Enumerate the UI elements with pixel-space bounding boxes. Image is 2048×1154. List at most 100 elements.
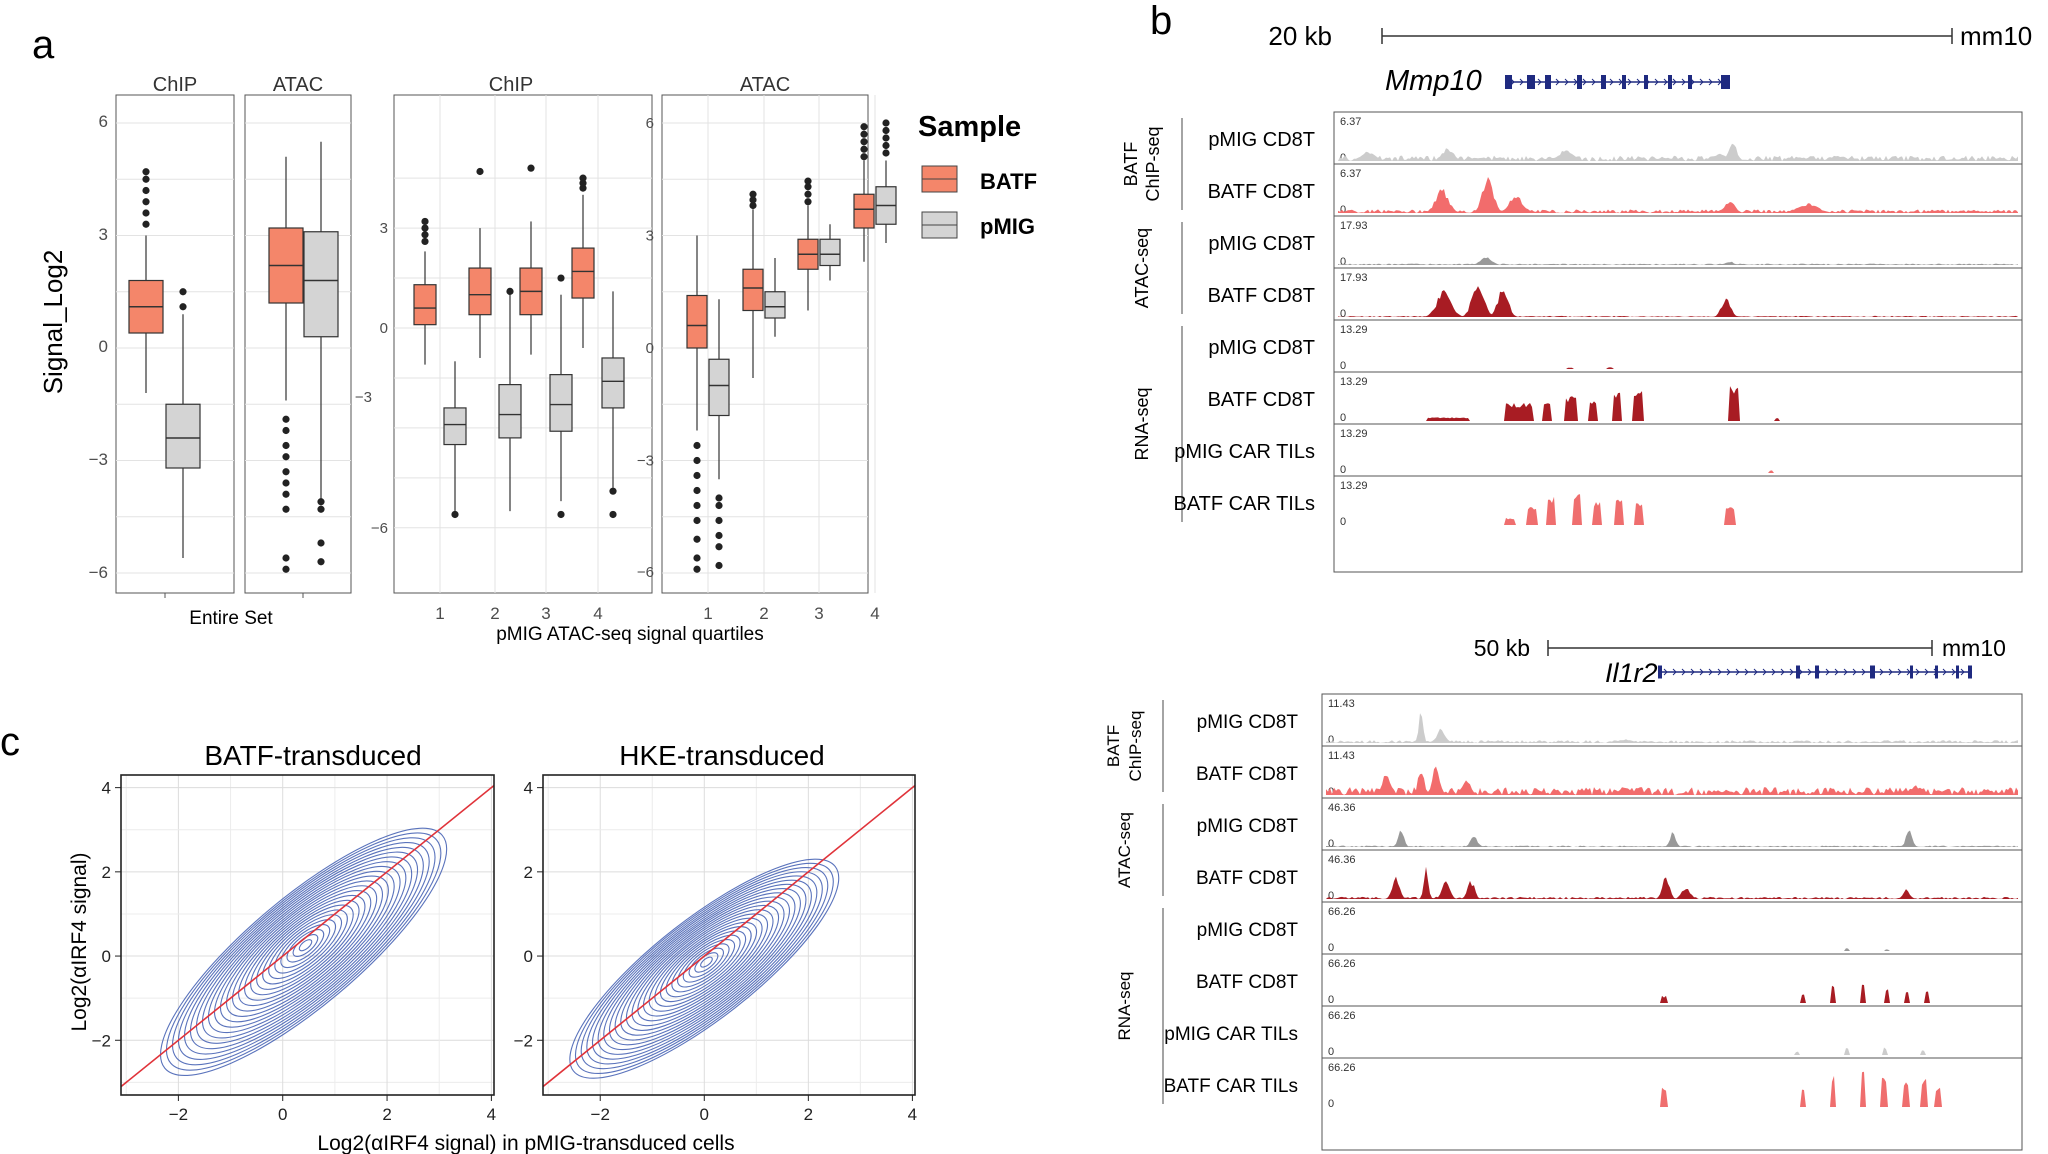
box-outlier [749, 201, 757, 210]
box-chip-pmig-q1 [443, 361, 467, 519]
box-outlier [282, 468, 290, 476]
box-chip-batf-q1 [413, 217, 437, 365]
gene-exon [1601, 75, 1606, 89]
track-name-2-3: BATF CAR TILs [1164, 1076, 1298, 1097]
gene-strand-arrow [1699, 668, 1704, 676]
box-iqr [764, 291, 786, 319]
density-contour [677, 939, 736, 988]
density-contour [654, 921, 758, 1007]
box-outlier [693, 565, 701, 573]
identity-line [543, 784, 915, 1088]
contour-title-batf: BATF-transduced [204, 740, 421, 771]
gene-exon [1815, 665, 1819, 679]
signal-track-0-0 [1338, 143, 2018, 161]
density-contour [608, 888, 801, 1046]
xtick-label-atac-q3: 3 [814, 604, 823, 623]
density-contour [586, 871, 823, 1065]
gene-strand-arrow [1627, 78, 1632, 86]
density-contour [201, 861, 407, 1039]
track-name-1-1: BATF CD8T [1208, 285, 1315, 307]
panel-b: 20 kb mm10 Mmp10 50 kb mm10 Il1r2 BATF Ch… [1104, 21, 2032, 1151]
track-min-label: 0 [1328, 1098, 1334, 1110]
density-contour [226, 880, 384, 1017]
density-contour [700, 956, 713, 968]
box-outlier [693, 471, 701, 480]
box-outlier [693, 486, 701, 495]
facet-atac-right: ATAC [740, 74, 790, 96]
track-max-label: 17.93 [1340, 220, 1368, 232]
xtick-label: −2 [591, 1105, 610, 1124]
density-contour [268, 914, 342, 980]
ytick-label: 2 [102, 863, 111, 882]
box-iqr [601, 357, 625, 409]
signal-track-1-1 [1326, 866, 2018, 899]
box-outlier [693, 501, 701, 510]
box-outlier [715, 501, 723, 510]
density-contour [244, 894, 366, 1001]
density-contour [171, 837, 436, 1066]
track-name-0-1: BATF CD8T [1208, 181, 1315, 203]
density-contour [574, 862, 834, 1075]
box-outlier [142, 175, 150, 183]
track-min-label: 0 [1328, 942, 1334, 954]
box-outlier [527, 164, 535, 172]
box-outlier [142, 168, 150, 176]
gene-exon [1935, 665, 1938, 679]
panel-a-ylabel: Signal_Log2 [38, 250, 68, 395]
gene-model-il1r2 [1658, 665, 1972, 679]
density-contour [298, 939, 313, 952]
density-contour [580, 867, 829, 1070]
gene-strand-arrow [1951, 668, 1956, 676]
gene-strand-arrow [1726, 668, 1731, 676]
ytick-atac-right: 6 [646, 115, 654, 132]
ytick-label: 4 [524, 779, 533, 798]
track-min-label: 0 [1340, 360, 1346, 372]
box-chip-batf-entire [128, 168, 164, 393]
box-chip-pmig-q4 [601, 291, 625, 519]
track-name-2-1: BATF CD8T [1196, 972, 1298, 993]
ytick-left-0: 0 [99, 337, 108, 356]
xtick-label: 4 [908, 1105, 917, 1124]
density-contour [238, 890, 372, 1007]
gene-strand-arrow [1861, 668, 1866, 676]
density-contour [219, 875, 389, 1023]
signal-track-2-0 [1326, 948, 2018, 951]
track-max-label: 6.37 [1340, 116, 1361, 128]
track-max-label: 11.43 [1328, 698, 1355, 710]
box-outlier [142, 220, 150, 228]
box-atac-pmig-q2 [764, 258, 786, 337]
box-outlier [693, 535, 701, 543]
box-outlier [451, 510, 459, 519]
box-outlier [282, 426, 290, 435]
group-label-0-line-1: ChIP-seq [1126, 711, 1145, 782]
box-outlier [860, 153, 868, 161]
box-outlier [882, 134, 890, 142]
density-contour [671, 934, 741, 993]
gene-strand-arrow [1735, 668, 1740, 676]
density-contour [659, 926, 752, 1003]
gene-exon [1870, 665, 1875, 679]
density-contour [177, 841, 430, 1060]
ytick-label: 0 [102, 947, 111, 966]
box-outlier [282, 479, 290, 487]
gene-exon [1658, 665, 1662, 679]
track-name-2-0: pMIG CD8T [1197, 920, 1299, 941]
track-min-label: 0 [1328, 838, 1334, 850]
box-outlier [609, 487, 617, 495]
signal-track-2-0 [1338, 367, 2018, 369]
box-outlier [804, 183, 812, 191]
track-area-frame [1321, 693, 2023, 1151]
box-atac-batf-q2 [742, 190, 764, 378]
gene-label-mmp10: Mmp10 [1385, 65, 1482, 97]
density-contour [262, 909, 348, 985]
box-outlier [693, 441, 701, 450]
density-contour [189, 851, 419, 1050]
density-contour [603, 883, 807, 1051]
facet-chip-left: ChIP [153, 74, 197, 96]
box-outlier [579, 174, 587, 182]
panel-a-xlabel-left: Entire Set [189, 608, 273, 629]
contour-xlabel: Log2(αIRF4 signal) in pMIG-transduced ce… [317, 1132, 734, 1154]
legend-label-batf: BATF [980, 169, 1037, 194]
group-label-1-line-0: ATAC-seq [1132, 228, 1152, 308]
gene-strand-arrow [1753, 668, 1758, 676]
